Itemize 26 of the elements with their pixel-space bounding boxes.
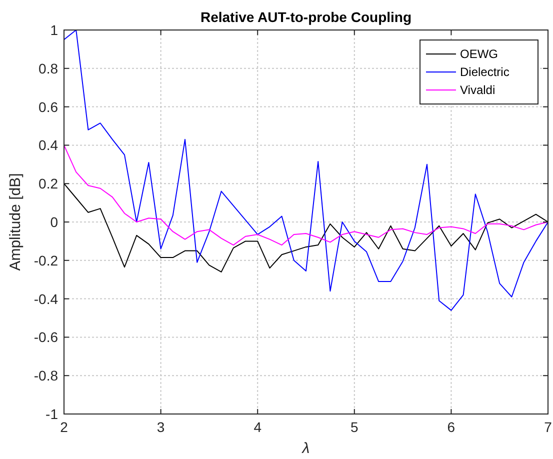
x-tick-label: 2 [60, 419, 68, 435]
legend-label: OEWG [460, 47, 498, 61]
y-tick-label: -1 [46, 406, 58, 422]
y-tick-label: -0.8 [34, 368, 58, 384]
x-tick-label: 5 [350, 419, 358, 435]
y-tick-label: -0.6 [34, 329, 58, 346]
y-tick-label: 0.6 [38, 98, 58, 115]
y-tick-label: 0 [50, 214, 58, 230]
y-tick-label: 0.4 [38, 137, 58, 154]
chart-title: Relative AUT-to-probe Coupling [200, 9, 412, 25]
y-tick-label: 1 [50, 22, 58, 38]
y-axis-title: Amplitude [dB] [7, 173, 24, 271]
line-series [64, 183, 548, 272]
legend-label: Dielectric [460, 65, 510, 79]
y-tick-label: 0.2 [38, 176, 58, 192]
line-series [64, 30, 548, 311]
line-series [64, 144, 548, 246]
y-tick-label: -0.4 [34, 290, 58, 307]
x-tick-label: 7 [544, 419, 552, 435]
x-axis-title: λ [301, 440, 310, 457]
y-tick-label: 0.8 [38, 60, 58, 76]
x-tick-label: 6 [447, 419, 456, 435]
x-tick-label: 4 [254, 419, 262, 435]
x-tick-label: 3 [156, 419, 165, 435]
y-tick-label: -0.2 [34, 252, 58, 268]
legend-label: Vivaldi [460, 83, 496, 97]
